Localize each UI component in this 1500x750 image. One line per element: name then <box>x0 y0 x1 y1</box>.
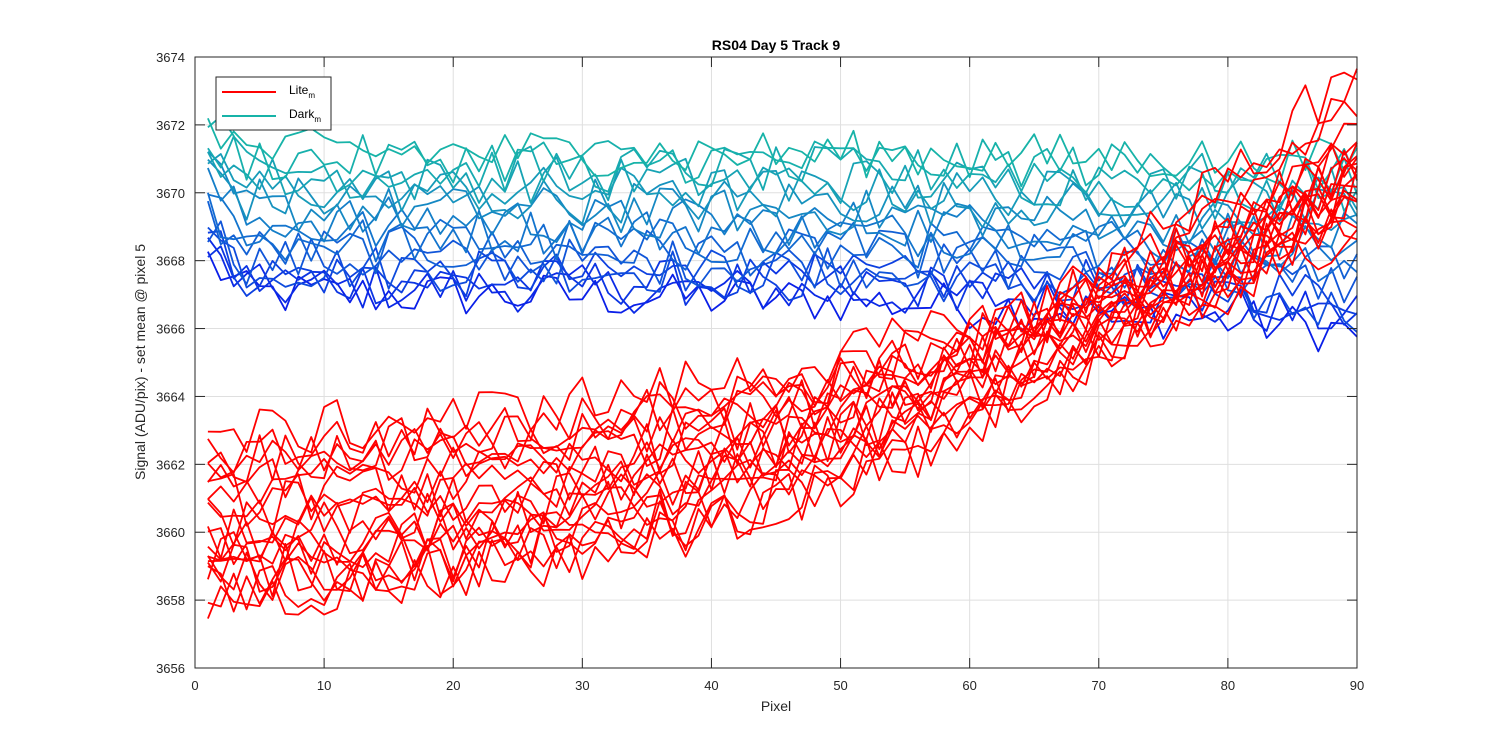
x-tick-label: 50 <box>833 678 847 693</box>
x-tick-label: 0 <box>191 678 198 693</box>
dark-series-line <box>207 117 1358 185</box>
dark-series-line <box>207 226 1358 333</box>
y-tick-label: 3656 <box>156 661 185 676</box>
lite-series-line <box>207 68 1358 566</box>
lite-series-line <box>207 183 1358 454</box>
chart-title: RS04 Day 5 Track 9 <box>712 37 841 53</box>
lite-series-line <box>207 219 1358 560</box>
legend-sub-dark: m <box>314 115 321 124</box>
y-tick-label: 3660 <box>156 525 185 540</box>
x-tick-label: 30 <box>575 678 589 693</box>
legend-label-dark: Dark <box>289 107 315 121</box>
x-tick-label: 80 <box>1221 678 1235 693</box>
lite-series-line <box>207 166 1358 535</box>
y-tick-label: 3668 <box>156 254 185 269</box>
legend: Litem Darkm <box>215 76 332 131</box>
lite-series-line <box>207 149 1358 580</box>
y-tick-label: 3674 <box>156 50 185 65</box>
plot-frame <box>194 56 1358 669</box>
legend-sub-lite: m <box>308 91 315 100</box>
x-tick-label: 10 <box>317 678 331 693</box>
x-tick-label: 60 <box>962 678 976 693</box>
y-tick-label: 3662 <box>156 457 185 472</box>
y-tick-label: 3664 <box>156 389 185 404</box>
dark-series-line <box>207 251 1358 353</box>
dark-series-line <box>207 153 1358 222</box>
legend-entry-lite: Litem <box>289 83 315 100</box>
x-tick-label: 20 <box>446 678 460 693</box>
x-tick-label: 40 <box>704 678 718 693</box>
x-axis-label: Pixel <box>761 698 791 714</box>
x-tick-label: 70 <box>1092 678 1106 693</box>
x-tick-label: 90 <box>1350 678 1364 693</box>
lite-series-line <box>207 229 1358 474</box>
legend-entry-dark: Darkm <box>289 107 321 124</box>
dark-series-line <box>207 192 1358 283</box>
dark-series-line <box>207 245 1358 326</box>
dark-series-line <box>207 151 1358 245</box>
dark-series-line <box>207 158 1358 230</box>
y-tick-label: 3666 <box>156 322 185 337</box>
lite-series-line <box>207 142 1358 505</box>
ticks: 0 10 20 30 40 50 60 70 80 90 3656 3658 3660 3662 3664 3… <box>156 50 1364 693</box>
series-group <box>207 68 1358 619</box>
y-tick-label: 3658 <box>156 593 185 608</box>
dark-series-line <box>207 115 1358 192</box>
legend-label-lite: Lite <box>289 83 309 97</box>
lite-series-line <box>207 155 1358 598</box>
dark-series-line <box>207 220 1358 304</box>
y-tick-label: 3670 <box>156 186 185 201</box>
y-axis-label: Signal (ADU/pix) - set mean @ pixel 5 <box>132 244 148 480</box>
legend-box <box>215 76 332 131</box>
y-tick-label: 3672 <box>156 118 185 133</box>
lite-series-line <box>207 173 1358 547</box>
